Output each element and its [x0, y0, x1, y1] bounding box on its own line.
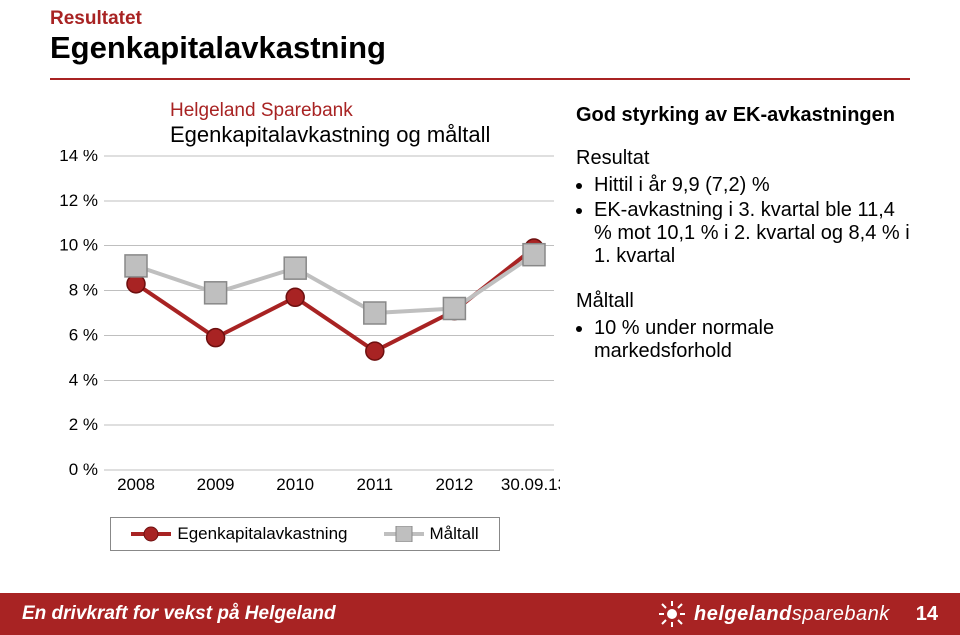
svg-text:4 %: 4 %	[69, 370, 98, 389]
text-column: God styrking av EK-avkastningen Resultat…	[560, 100, 910, 551]
slide: Resultatet Egenkapitalavkastning Helgela…	[0, 0, 960, 635]
chart-column: Helgeland Sparebank Egenkapitalavkastnin…	[50, 100, 560, 551]
svg-text:2011: 2011	[357, 475, 394, 494]
title-underline	[50, 78, 910, 80]
svg-text:14 %: 14 %	[59, 150, 98, 165]
page-number: 14	[916, 603, 938, 626]
footer-logo: helgelandsparebank 14	[658, 600, 938, 628]
slide-subtitle: Resultatet	[50, 8, 386, 30]
chart-title-1: Helgeland Sparebank	[170, 100, 560, 122]
legend-label: Måltall	[430, 524, 479, 544]
svg-text:2010: 2010	[276, 475, 314, 494]
footer-text: En drivkraft for vekst på Helgeland	[22, 603, 336, 625]
svg-text:2012: 2012	[435, 475, 473, 494]
right-block-label: Resultat	[576, 147, 910, 170]
chart-title-2: Egenkapitalavkastning og måltall	[170, 122, 560, 148]
sun-icon	[658, 600, 686, 628]
legend-item: Egenkapitalavkastning	[131, 524, 347, 544]
right-block-label: Måltall	[576, 290, 910, 313]
chart-plot: 0 % 2 % 4 % 6 % 8 % 10 % 12 % 14 % 2008 2009 2010 2…	[50, 150, 560, 503]
right-bullet: 10 % under normale markedsforhold	[594, 317, 910, 363]
right-bullet: Hittil i år 9,9 (7,2) %	[594, 174, 910, 197]
footer-bar: En drivkraft for vekst på Helgeland helg…	[0, 593, 960, 635]
chart-legend: Egenkapitalavkastning Måltall	[110, 517, 499, 551]
svg-text:0 %: 0 %	[69, 460, 98, 479]
slide-title: Egenkapitalavkastning	[50, 30, 386, 66]
svg-text:8 %: 8 %	[69, 281, 98, 300]
slide-header: Resultatet Egenkapitalavkastning	[50, 8, 386, 66]
right-heading: God styrking av EK-avkastningen	[576, 104, 910, 127]
svg-text:2 %: 2 %	[69, 415, 98, 434]
slide-body: Helgeland Sparebank Egenkapitalavkastnin…	[50, 100, 910, 551]
svg-text:2009: 2009	[197, 475, 235, 494]
svg-text:2008: 2008	[117, 475, 155, 494]
svg-text:30.09.13: 30.09.13	[501, 475, 560, 494]
right-block-list: 10 % under normale markedsforhold	[576, 317, 910, 363]
chart-svg: 0 % 2 % 4 % 6 % 8 % 10 % 12 % 14 % 2008 2009 2010 2…	[50, 150, 560, 498]
svg-text:6 %: 6 %	[69, 325, 98, 344]
right-blocks: Resultat Hittil i år 9,9 (7,2) %EK-avkast…	[576, 147, 910, 363]
right-bullet: EK-avkastning i 3. kvartal ble 11,4 % mo…	[594, 199, 910, 268]
legend-item: Måltall	[384, 524, 479, 544]
right-block-list: Hittil i år 9,9 (7,2) %EK-avkastning i 3…	[576, 174, 910, 268]
svg-text:12 %: 12 %	[59, 191, 98, 210]
chart-titles: Helgeland Sparebank Egenkapitalavkastnin…	[170, 100, 560, 148]
legend-label: Egenkapitalavkastning	[177, 524, 347, 544]
svg-text:10 %: 10 %	[59, 236, 98, 255]
logo-text: helgelandsparebank	[694, 603, 890, 626]
